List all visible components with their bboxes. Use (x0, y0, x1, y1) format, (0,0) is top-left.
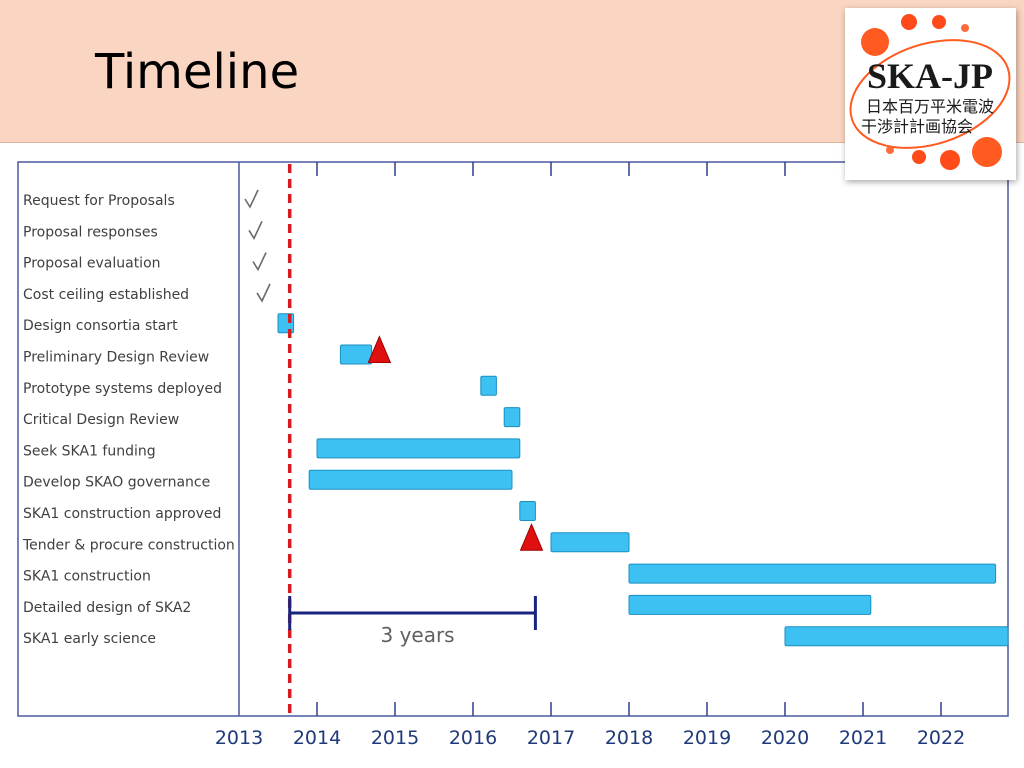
task-labels: Request for Proposals Proposal responses P… (22, 193, 235, 647)
milestone-markers (367, 335, 544, 551)
checkmark-icon (256, 283, 271, 303)
milestone-triangle (519, 523, 544, 551)
logo-wordmark: SKA-JP (867, 56, 993, 96)
duration-bracket (288, 596, 537, 630)
task-label: Develop SKAO governance (23, 475, 210, 491)
task-label: SKA1 early science (23, 631, 156, 647)
milestone-triangle (367, 335, 392, 363)
task-label: Request for Proposals (23, 193, 175, 209)
x-axis-tick-labels: 2013 2014 2015 2016 2017 2018 2019 2020 2021 2022 (215, 727, 965, 749)
tick-label-2019: 2019 (683, 727, 731, 749)
task-label: Proposal responses (23, 224, 158, 240)
tick-label-2017: 2017 (527, 727, 575, 749)
task-label: Proposal evaluation (23, 256, 161, 272)
task-label: SKA1 construction (23, 569, 151, 585)
checkmark-icon (248, 220, 263, 240)
task-bar (308, 469, 513, 490)
task-label: Tender & procure construction (22, 537, 235, 553)
task-bar (503, 407, 521, 428)
completed-checkmarks (244, 189, 271, 303)
task-label: Prototype systems deployed (23, 381, 222, 397)
task-bar (628, 594, 872, 615)
task-label: Cost ceiling established (23, 287, 189, 303)
tick-label-2021: 2021 (839, 727, 887, 749)
checkmark-icon (244, 189, 259, 209)
task-bar (519, 501, 536, 521)
task-bar (339, 344, 373, 365)
task-label: Detailed design of SKA2 (23, 600, 191, 616)
ska-jp-logo: SKA-JP 日本百万平米電波 干渉計計画協会 (845, 8, 1016, 180)
logo-graphic: SKA-JP 日本百万平米電波 干渉計計画協会 (849, 14, 1011, 170)
tick-label-2020: 2020 (761, 727, 809, 749)
task-bar (480, 375, 497, 396)
task-bar (316, 438, 521, 459)
tick-label-2015: 2015 (371, 727, 419, 749)
tick-label-2013: 2013 (215, 727, 263, 749)
task-label: Preliminary Design Review (23, 350, 209, 366)
slide-title: Timeline (95, 44, 300, 100)
task-bar (628, 563, 997, 584)
task-label: Critical Design Review (23, 412, 179, 428)
task-bar (784, 626, 1009, 647)
logo-line-2: 干渉計計画協会 (861, 117, 973, 136)
tick-label-2018: 2018 (605, 727, 653, 749)
task-label: SKA1 construction approved (23, 506, 221, 522)
tick-label-2016: 2016 (449, 727, 497, 749)
checkmark-icon (252, 252, 267, 272)
tick-label-2022: 2022 (917, 727, 965, 749)
task-bars (277, 313, 1009, 647)
logo-line-1: 日本百万平米電波 (866, 97, 994, 116)
task-label: Design consortia start (23, 318, 178, 334)
tick-label-2014: 2014 (293, 727, 341, 749)
duration-label: 3 years (380, 623, 454, 647)
task-label: Seek SKA1 funding (23, 443, 156, 459)
task-bar (550, 532, 630, 553)
